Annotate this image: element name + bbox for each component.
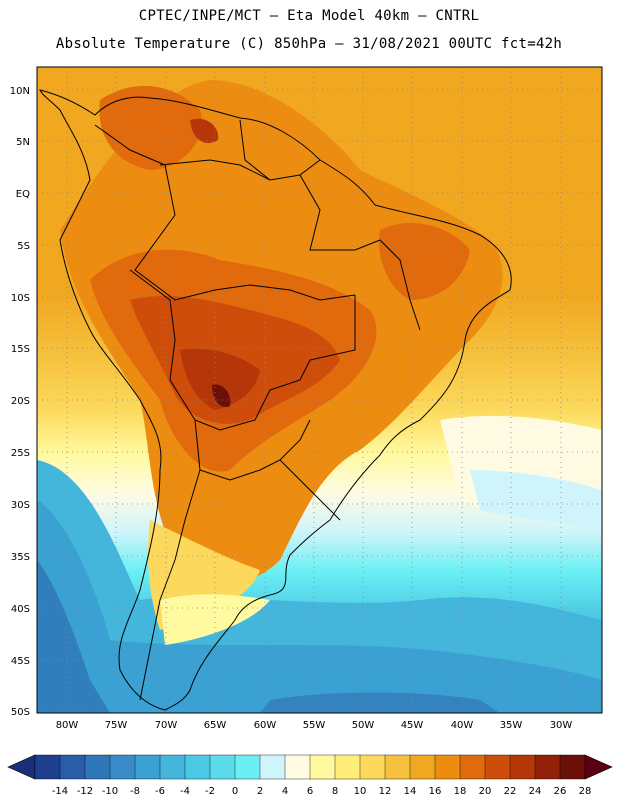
- lon-label: 60W: [254, 720, 277, 731]
- lat-label: 20S: [11, 396, 30, 407]
- colorbar-label: 8: [332, 786, 338, 797]
- colorbar-swatch: [234, 754, 261, 780]
- lon-label: 55W: [303, 720, 326, 731]
- map-title: CPTEC/INPE/MCT – Eta Model 40km – CNTRL: [138, 8, 480, 24]
- colorbar-swatch: [284, 754, 311, 780]
- colorbar-labels: -14 -12 -10 -8 -6 -4 -2 0 2 4 6 8 10 12 14 16 18 20 22 24 26…: [52, 786, 592, 797]
- colorbar-swatch: [34, 754, 61, 780]
- colorbar-label: -10: [102, 786, 118, 797]
- lon-label: 75W: [105, 720, 128, 731]
- colorbar-swatch: [359, 754, 386, 780]
- colorbar-label: 18: [454, 786, 467, 797]
- lon-label: 35W: [500, 720, 523, 731]
- colorbar-swatch: [484, 754, 511, 780]
- colorbar-label: 2: [257, 786, 263, 797]
- lat-label: 50S: [11, 707, 30, 718]
- lat-label: 15S: [11, 344, 30, 355]
- colorbar-swatches: [34, 754, 586, 780]
- lon-label: 45W: [401, 720, 424, 731]
- colorbar-swatch: [534, 754, 561, 780]
- colorbar-swatch: [134, 754, 161, 780]
- colorbar-swatch: [309, 754, 336, 780]
- colorbar-label: -14: [52, 786, 68, 797]
- lon-label: 50W: [352, 720, 375, 731]
- lat-label: 45S: [11, 656, 30, 667]
- colorbar-swatch: [159, 754, 186, 780]
- lat-label: 5N: [16, 137, 30, 148]
- colorbar-swatch: [184, 754, 211, 780]
- colorbar-label: -4: [180, 786, 190, 797]
- colorbar-label: 10: [354, 786, 367, 797]
- colorbar-swatch: [109, 754, 136, 780]
- map-subtitle: Absolute Temperature (C) 850hPa – 31/08/…: [55, 36, 563, 52]
- colorbar-label: 28: [579, 786, 592, 797]
- colorbar-label: 20: [479, 786, 492, 797]
- lat-label: 35S: [11, 552, 30, 563]
- gridlines: [37, 67, 602, 713]
- colorbar-low-arrow: [7, 754, 36, 780]
- colorbar-label: 6: [307, 786, 313, 797]
- colorbar-swatch: [509, 754, 536, 780]
- colorbar: -14 -12 -10 -8 -6 -4 -2 0 2 4 6 8 10 12 14 16 18 20 22 24 26…: [7, 754, 613, 797]
- colorbar-swatch: [409, 754, 436, 780]
- colorbar-swatch: [559, 754, 586, 780]
- lat-label: 25S: [11, 448, 30, 459]
- colorbar-label: 0: [232, 786, 238, 797]
- colorbar-swatch: [459, 754, 486, 780]
- lat-label: 30S: [11, 500, 30, 511]
- colorbar-high-arrow: [584, 754, 613, 780]
- temperature-field: [37, 67, 602, 713]
- colorbar-label: -8: [130, 786, 140, 797]
- colorbar-label: -12: [77, 786, 93, 797]
- coastline-borders: [39, 89, 512, 711]
- colorbar-label: -6: [155, 786, 165, 797]
- latitude-labels: 10N 5N EQ 5S 10S 15S 20S 25S 30S 35S 40S…: [10, 86, 30, 718]
- colorbar-swatch: [84, 754, 111, 780]
- colorbar-swatch: [434, 754, 461, 780]
- colorbar-swatch: [384, 754, 411, 780]
- lat-label: EQ: [16, 189, 30, 200]
- lon-label: 70W: [155, 720, 178, 731]
- plot-frame: [36, 66, 603, 714]
- lat-label: 5S: [17, 241, 30, 252]
- colorbar-label: 24: [529, 786, 542, 797]
- colorbar-swatch: [59, 754, 86, 780]
- lat-label: 10N: [10, 86, 30, 97]
- colorbar-label: 22: [504, 786, 517, 797]
- longitude-labels: 80W 75W 70W 65W 60W 55W 50W 45W 40W 35W …: [56, 720, 573, 731]
- colorbar-swatch: [334, 754, 361, 780]
- lat-label: 40S: [11, 604, 30, 615]
- colorbar-swatch: [259, 754, 286, 780]
- lon-label: 30W: [550, 720, 573, 731]
- lon-label: 40W: [451, 720, 474, 731]
- lon-label: 65W: [204, 720, 227, 731]
- colorbar-label: 14: [404, 786, 417, 797]
- colorbar-label: 26: [554, 786, 567, 797]
- lon-label: 80W: [56, 720, 79, 731]
- colorbar-label: 4: [282, 786, 288, 797]
- colorbar-swatch: [209, 754, 236, 780]
- lat-label: 10S: [11, 293, 30, 304]
- colorbar-label: -2: [205, 786, 215, 797]
- colorbar-label: 12: [379, 786, 392, 797]
- colorbar-label: 16: [429, 786, 442, 797]
